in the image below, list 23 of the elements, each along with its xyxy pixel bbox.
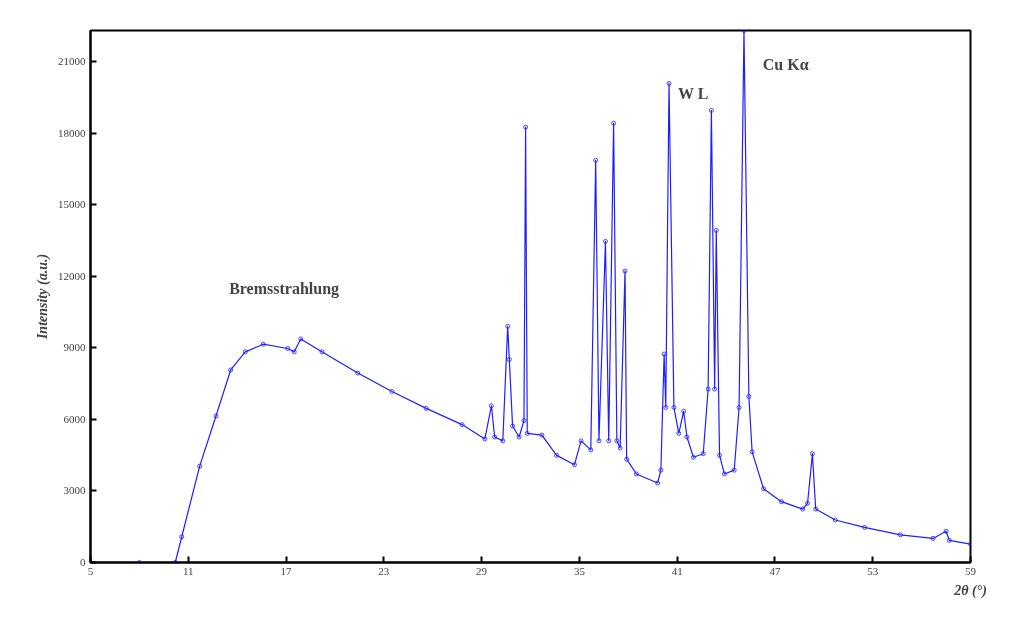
y-tick-label: 21000: [58, 55, 86, 68]
y-axis-title: Intensity (a.u.): [35, 253, 51, 341]
annotation: Cu Kα: [762, 56, 809, 74]
y-tick-label: 6000: [63, 412, 86, 425]
y-tick-label: 12000: [58, 269, 86, 282]
annotation: W L: [677, 85, 709, 103]
x-tick-label: 35: [573, 564, 586, 577]
annotation: Bremsstrahlung: [229, 279, 340, 298]
y-tick-label: 15000: [58, 198, 86, 211]
x-tick-label: 17: [280, 564, 293, 577]
x-tick-label: 53: [867, 564, 879, 577]
y-tick-label: 9000: [63, 341, 86, 354]
y-tick-label: 0: [80, 556, 86, 568]
x-tick-label: 5: [87, 564, 94, 577]
x-tick-label: 23: [378, 564, 390, 577]
y-tick-label: 3000: [63, 484, 86, 497]
y-tick-label: 18000: [58, 126, 86, 139]
x-tick-label: 47: [769, 564, 781, 577]
x-axis-title: 2θ (°): [953, 582, 987, 599]
x-tick-label: 11: [182, 564, 194, 577]
x-tick-label: 41: [671, 564, 683, 577]
x-tick-label: 59: [965, 564, 977, 577]
x-tick-label: 29: [476, 564, 488, 577]
